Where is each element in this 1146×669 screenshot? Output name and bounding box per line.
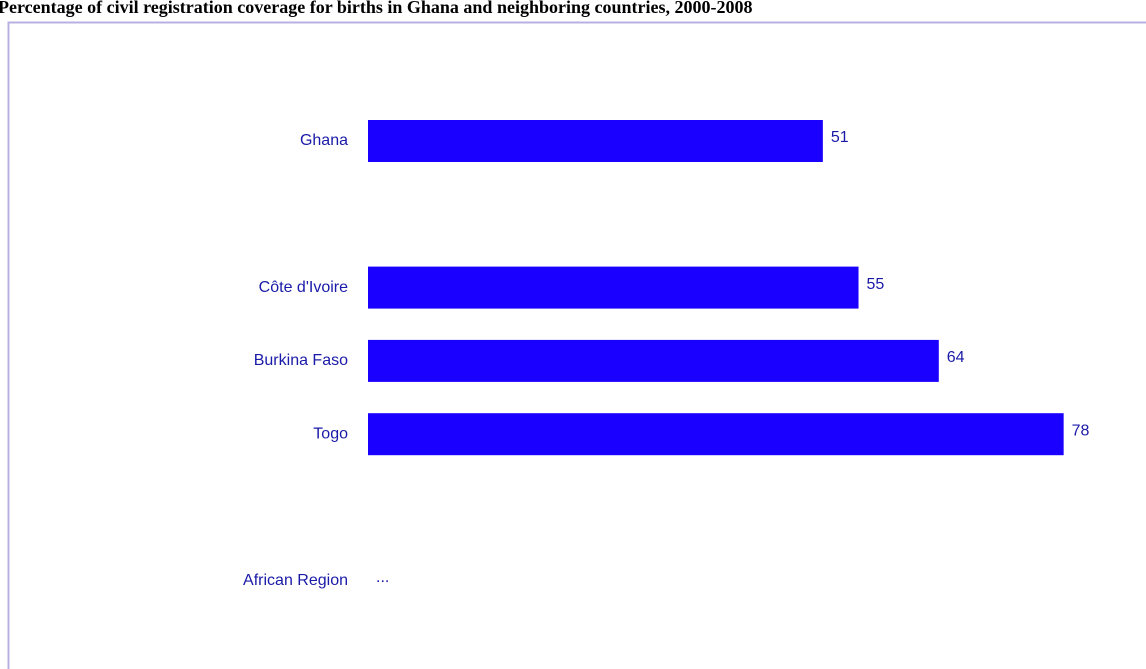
bar [368, 339, 939, 382]
data-label: 78 [1072, 422, 1090, 439]
data-label: ... [376, 569, 389, 586]
data-label: 64 [947, 349, 965, 366]
category-label: Togo [313, 425, 348, 442]
category-label: Ghana [300, 132, 348, 149]
bar [368, 266, 859, 309]
bar [368, 413, 1064, 456]
category-label: Burkina Faso [254, 352, 348, 369]
bar [368, 120, 823, 162]
category-label: Côte d'Ivoire [259, 279, 348, 296]
data-label: 55 [867, 276, 885, 293]
chart-title: Percentage of civil registration coverag… [0, 0, 752, 17]
data-label: 51 [831, 129, 849, 146]
category-label: African Region [243, 572, 348, 589]
